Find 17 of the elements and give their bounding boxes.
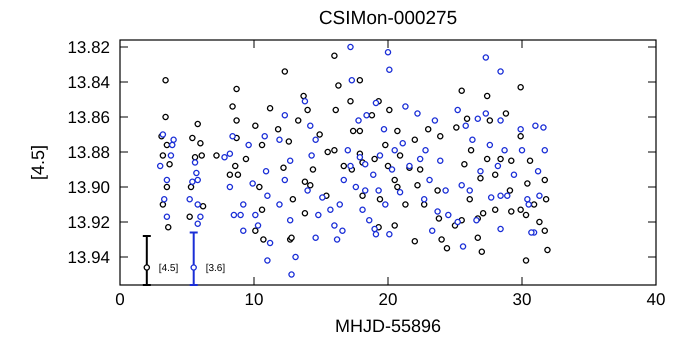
x-tick-label: 0 — [115, 290, 125, 309]
x-tick-label: 40 — [646, 290, 666, 309]
series-label: [3.6] — [206, 263, 226, 274]
x-axis-title: MHJD-55896 — [334, 316, 442, 336]
y-tick-label: 13.92 — [67, 212, 110, 232]
x-tick-label: 20 — [378, 290, 398, 309]
y-tick-label: 13.84 — [67, 72, 110, 92]
y-axis-title: [4.5] — [28, 144, 48, 180]
y-tick-label: 13.90 — [67, 178, 110, 197]
y-tick-label: 13.94 — [67, 248, 110, 267]
y-tick-label: 13.82 — [67, 38, 110, 57]
x-tick-label: 10 — [244, 290, 264, 309]
series-label: [4.5] — [158, 263, 178, 274]
x-tick-label: 30 — [512, 290, 532, 309]
y-tick-label: 13.86 — [67, 108, 110, 127]
chart-title: CSIMon-000275 — [318, 8, 458, 29]
y-tick-label: 13.88 — [67, 142, 110, 162]
